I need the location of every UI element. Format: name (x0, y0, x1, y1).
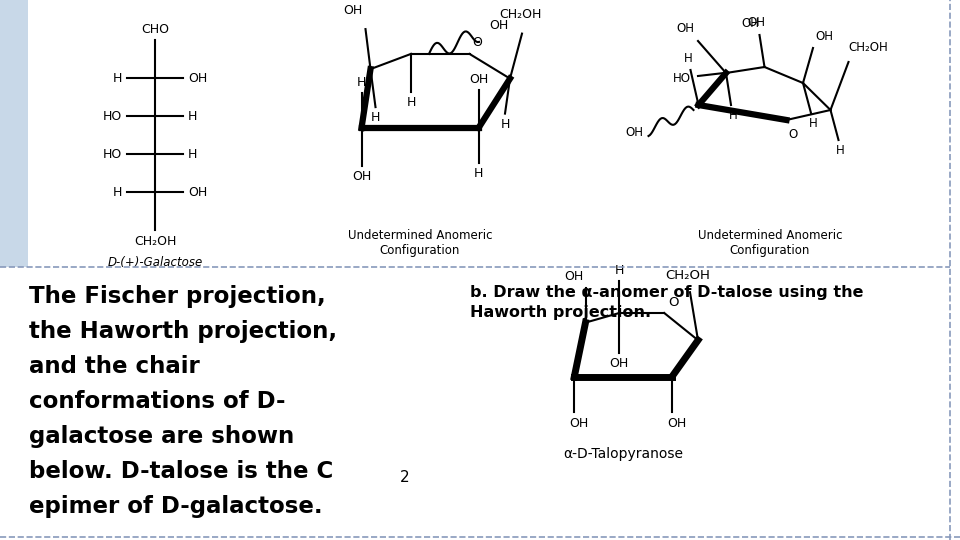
Text: 2: 2 (400, 470, 410, 485)
Text: H: H (808, 117, 817, 130)
Text: OH: OH (667, 417, 686, 430)
Text: Configuration: Configuration (380, 244, 460, 257)
Text: H: H (836, 144, 845, 157)
Text: Haworth projection.: Haworth projection. (470, 305, 652, 320)
Text: CH₂OH: CH₂OH (665, 269, 710, 282)
Text: O: O (472, 36, 482, 49)
Text: OH: OH (748, 16, 765, 29)
Text: OH: OH (564, 269, 584, 282)
Text: The Fischer projection,: The Fischer projection, (29, 285, 325, 308)
Text: OH: OH (742, 17, 759, 30)
Bar (0, 0, 960, 267)
Text: CH₂OH: CH₂OH (499, 8, 541, 21)
Text: H: H (112, 71, 122, 84)
Text: H: H (684, 52, 693, 65)
Text: the Haworth projection,: the Haworth projection, (29, 320, 337, 343)
Text: epimer of D-galactose.: epimer of D-galactose. (29, 495, 323, 518)
Text: OH: OH (344, 4, 363, 17)
Text: OH: OH (489, 19, 508, 32)
Text: OH: OH (815, 30, 833, 43)
Text: H: H (406, 96, 416, 109)
Text: HO: HO (103, 110, 122, 123)
Bar (0, 0, 28, 267)
Text: HO: HO (103, 147, 122, 160)
Text: O: O (788, 128, 798, 141)
Text: Undetermined Anomeric: Undetermined Anomeric (698, 230, 842, 242)
Text: and the chair: and the chair (29, 355, 200, 378)
Text: OH: OH (610, 357, 629, 370)
Text: Undetermined Anomeric: Undetermined Anomeric (348, 230, 492, 242)
Text: HO: HO (673, 71, 691, 84)
Text: OH: OH (352, 170, 372, 183)
Text: conformations of D-: conformations of D- (29, 390, 285, 413)
Text: CH₂OH: CH₂OH (133, 235, 177, 248)
Text: b. Draw the α-anomer of D-talose using the: b. Draw the α-anomer of D-talose using t… (470, 285, 864, 300)
Text: D-(+)-Galactose: D-(+)-Galactose (108, 256, 203, 269)
Text: CH₂OH: CH₂OH (849, 41, 888, 54)
Text: H: H (614, 264, 624, 277)
Text: OH: OH (468, 73, 488, 86)
Text: H: H (188, 147, 198, 160)
Text: OH: OH (569, 417, 588, 430)
Text: H: H (188, 110, 198, 123)
Text: α-D-Talopyranose: α-D-Talopyranose (563, 447, 683, 461)
Text: H: H (112, 186, 122, 199)
Text: CHO: CHO (141, 23, 169, 36)
Text: OH: OH (626, 126, 643, 139)
Text: H: H (474, 167, 483, 180)
Text: H: H (500, 118, 510, 131)
Text: OH: OH (188, 186, 207, 199)
Text: OH: OH (676, 22, 694, 35)
Bar (0, 267, 960, 540)
Text: OH: OH (188, 71, 207, 84)
Text: H: H (357, 76, 366, 89)
Text: H: H (371, 111, 380, 124)
Text: H: H (729, 109, 737, 122)
Text: O: O (668, 296, 679, 309)
Text: Configuration: Configuration (730, 244, 810, 257)
Text: galactose are shown: galactose are shown (29, 425, 294, 448)
Text: below. D-talose is the C: below. D-talose is the C (29, 460, 333, 483)
